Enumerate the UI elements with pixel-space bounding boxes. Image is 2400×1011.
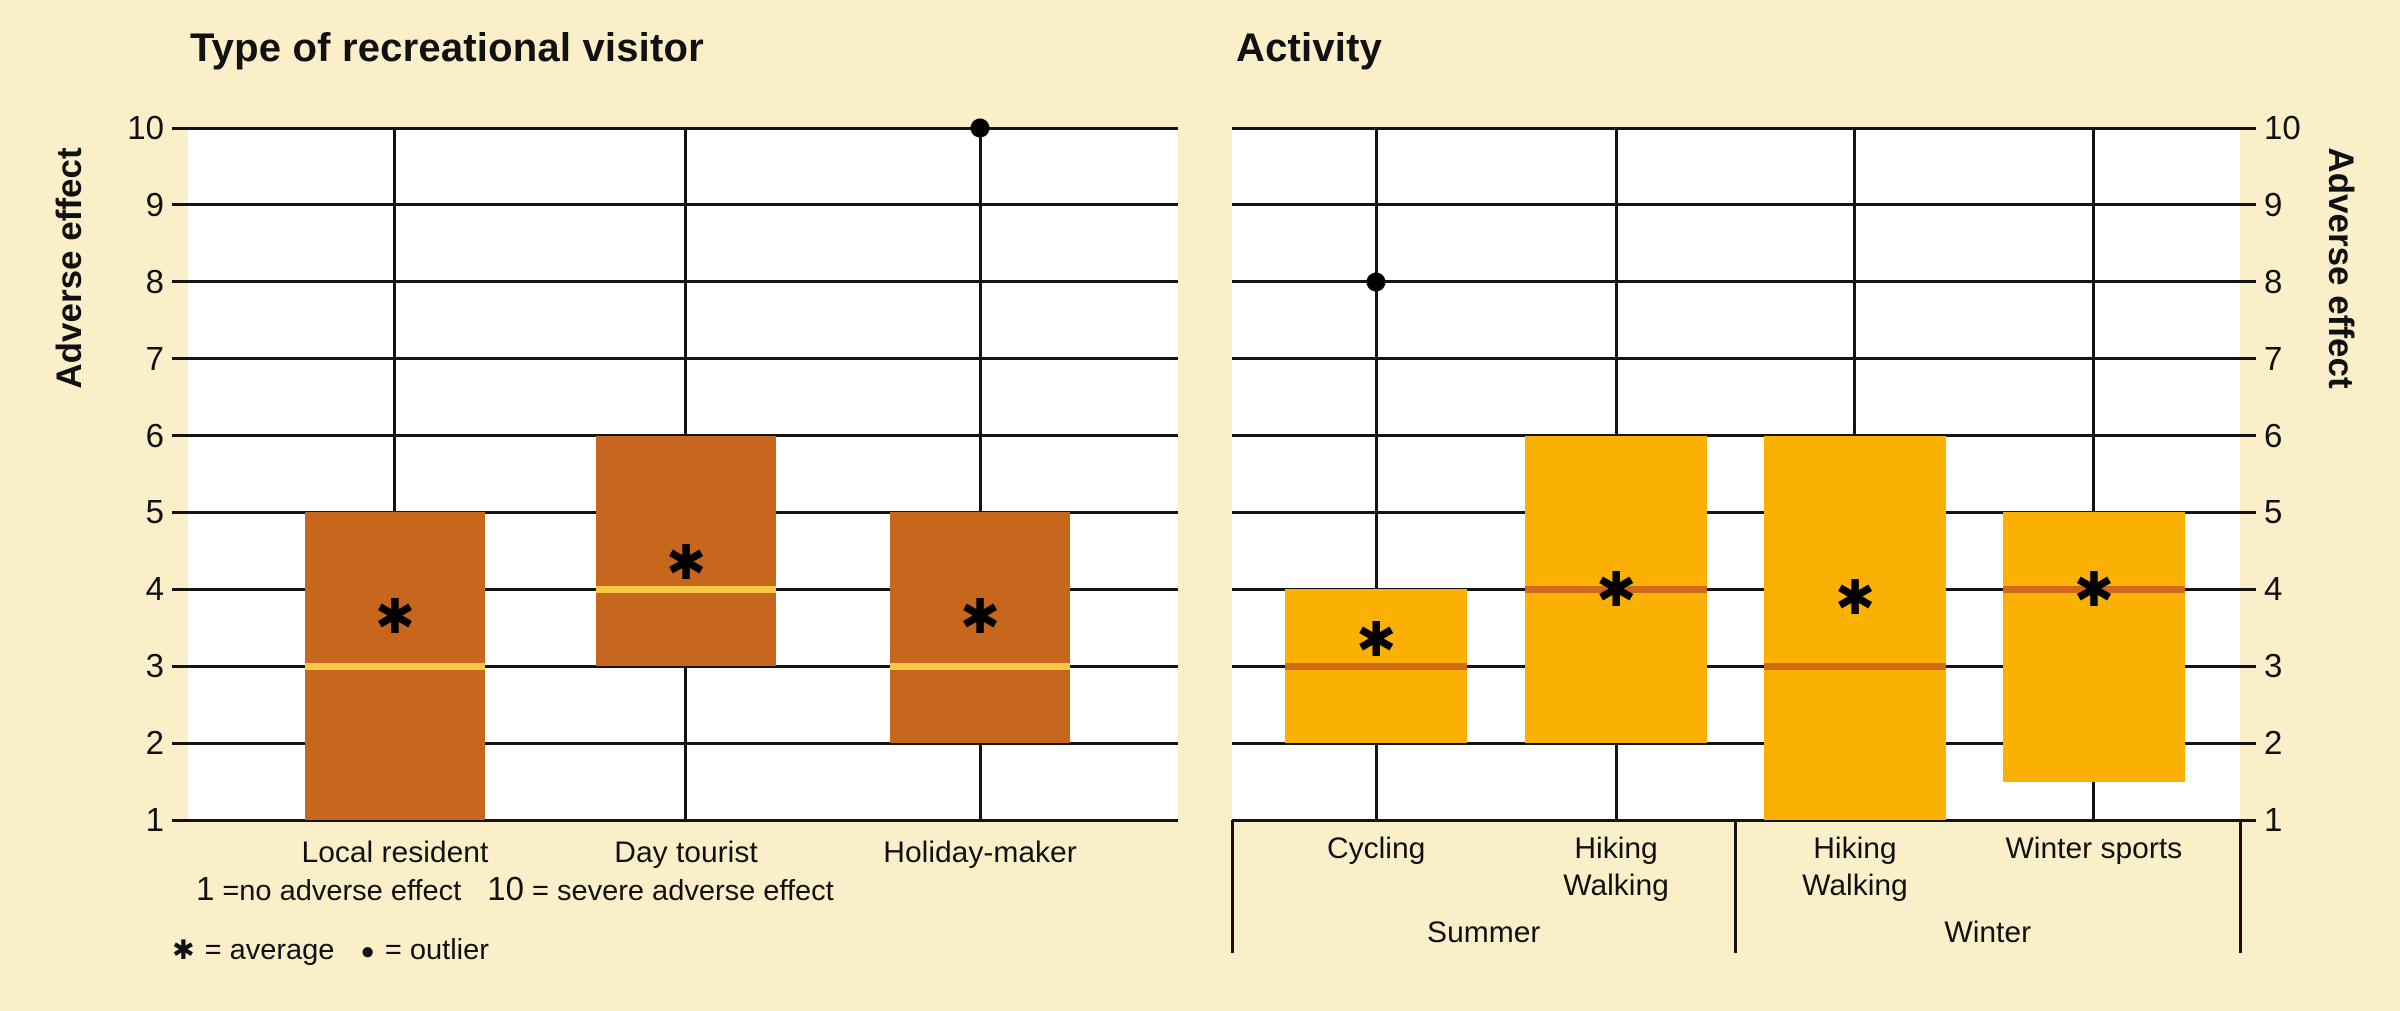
average-marker: ✱ bbox=[374, 591, 416, 645]
gridline-7 bbox=[172, 357, 1178, 361]
box-day-tourist bbox=[595, 435, 776, 667]
median-line bbox=[2002, 585, 2185, 593]
group-label-winter: Winter bbox=[1944, 916, 2032, 949]
gridline-3 bbox=[1232, 664, 2256, 668]
gridline-1 bbox=[1232, 818, 2256, 822]
y-tick-label-2: 2 bbox=[2264, 724, 2283, 762]
y-tick-label-10: 10 bbox=[2264, 109, 2301, 146]
scale-footnote: 1 =no adverse effect 10 = severe adverse ef… bbox=[196, 870, 834, 908]
x-category-label-line: Hiking bbox=[1813, 832, 1897, 865]
group-band-divider bbox=[1230, 820, 1234, 953]
chart-title-activity: Activity bbox=[1236, 26, 1383, 70]
y-tick-label-6: 6 bbox=[2264, 416, 2283, 454]
scale-footnote-min-value: 1 bbox=[196, 870, 215, 907]
y-tick-label-5: 5 bbox=[145, 493, 164, 531]
x-category-label: Cycling bbox=[1327, 830, 1425, 867]
gridline-3 bbox=[172, 664, 1178, 668]
x-category-label-line: Walking bbox=[1802, 869, 1908, 902]
category-gridline bbox=[2092, 128, 2096, 820]
x-category-label-line: Hiking bbox=[1574, 832, 1658, 865]
gridline-2 bbox=[1232, 741, 2256, 745]
average-marker-icon: ✱ bbox=[172, 935, 195, 965]
gridline-10 bbox=[1232, 126, 2256, 130]
x-category-label-line: Walking bbox=[1563, 869, 1669, 902]
x-category-label: Hiking Walking bbox=[1563, 830, 1669, 904]
y-tick-label-5: 5 bbox=[2264, 493, 2283, 531]
gridline-4 bbox=[1232, 587, 2256, 591]
gridline-8 bbox=[1232, 280, 2256, 284]
y-tick-label-1: 1 bbox=[2264, 801, 2283, 838]
gridline-9 bbox=[1232, 203, 2256, 207]
y-tick-label-9: 9 bbox=[145, 185, 164, 223]
gridline-10 bbox=[172, 126, 1178, 130]
gridline-7 bbox=[1232, 357, 2256, 361]
y-tick-label-2: 2 bbox=[145, 724, 164, 762]
x-category-label: Day tourist bbox=[614, 836, 758, 869]
average-marker: ✱ bbox=[1834, 571, 1876, 625]
y-tick-label-3: 3 bbox=[145, 647, 164, 685]
average-marker: ✱ bbox=[959, 591, 1001, 645]
outlier-marker-text: = outlier bbox=[384, 934, 489, 966]
x-category-label: Local resident bbox=[301, 836, 489, 869]
y-tick-label-8: 8 bbox=[2264, 262, 2283, 300]
box-hiking-walking bbox=[1763, 435, 1946, 820]
average-marker: ✱ bbox=[1595, 564, 1637, 618]
y-tick-label-7: 7 bbox=[145, 339, 164, 377]
category-gridline bbox=[1374, 128, 1378, 820]
y-tick-label-7: 7 bbox=[2264, 339, 2283, 377]
x-category-label: Hiking Walking bbox=[1802, 830, 1908, 904]
average-marker: ✱ bbox=[665, 537, 707, 591]
average-marker-text: = average bbox=[204, 934, 335, 966]
y-tick-label-4: 4 bbox=[145, 570, 164, 608]
x-category-label: Holiday-maker bbox=[883, 836, 1077, 869]
gridline-6 bbox=[1232, 434, 2256, 438]
x-category-label-line: Cycling bbox=[1326, 832, 1426, 865]
gridline-9 bbox=[172, 203, 1178, 207]
median-line bbox=[890, 662, 1070, 670]
median-line bbox=[304, 662, 485, 670]
y-axis-label-left: Adverse effect bbox=[50, 147, 89, 389]
outlier-dot bbox=[1366, 272, 1386, 292]
box-holiday-maker bbox=[890, 512, 1070, 744]
outlier-marker-icon: ● bbox=[360, 938, 375, 965]
gridline-8 bbox=[172, 280, 1178, 284]
y-tick-label-6: 6 bbox=[145, 416, 164, 454]
x-category-label-line: Winter sports bbox=[2005, 832, 2183, 865]
average-marker: ✱ bbox=[2073, 564, 2114, 618]
scale-footnote-max-text: = severe adverse effect bbox=[531, 875, 834, 907]
median-line bbox=[1525, 585, 1708, 593]
gridline-2 bbox=[172, 741, 1178, 745]
gridline-5 bbox=[1232, 510, 2256, 514]
outlier-dot bbox=[970, 118, 990, 138]
group-label-summer: Summer bbox=[1427, 916, 1541, 949]
box-winter-sports bbox=[2002, 512, 2185, 782]
y-tick-label-1: 1 bbox=[145, 801, 164, 838]
y-tick-label-10: 10 bbox=[127, 109, 164, 146]
median-line bbox=[595, 585, 776, 593]
group-band-divider bbox=[2238, 820, 2242, 953]
median-line bbox=[1285, 662, 1468, 670]
scale-footnote-min-text: =no adverse effect bbox=[222, 875, 462, 907]
gridline-1 bbox=[172, 818, 1178, 822]
group-band-divider bbox=[1733, 820, 1737, 953]
symbol-footnote: ✱ = average ● = outlier bbox=[172, 934, 489, 967]
x-category-label: Winter sports bbox=[2005, 830, 2182, 867]
y-tick-label-4: 4 bbox=[2264, 570, 2283, 608]
category-gridline bbox=[978, 128, 982, 820]
average-marker: ✱ bbox=[1356, 614, 1397, 668]
scale-footnote-max-value: 10 bbox=[487, 870, 524, 907]
y-tick-label-9: 9 bbox=[2264, 185, 2283, 223]
category-gridline bbox=[393, 128, 397, 820]
chart-title-visitor-type: Type of recreational visitor bbox=[190, 26, 704, 70]
y-tick-label-3: 3 bbox=[2264, 647, 2283, 685]
y-tick-label-8: 8 bbox=[145, 262, 164, 300]
median-line bbox=[1763, 662, 1946, 670]
